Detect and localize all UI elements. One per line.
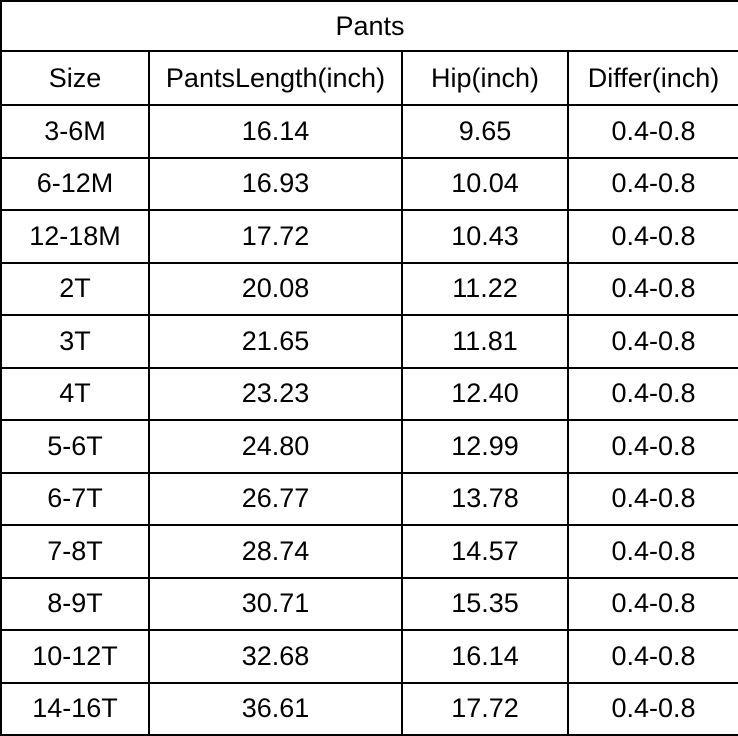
size-cell: 7-8T — [0, 524, 150, 579]
table-row: 4T 23.23 12.40 0.4-0.8 — [0, 366, 738, 421]
table-row: 10-12T 32.68 16.14 0.4-0.8 — [0, 629, 738, 684]
table-row: 14-16T 36.61 17.72 0.4-0.8 — [0, 681, 738, 736]
size-cell: 3-6M — [0, 104, 150, 159]
column-header-differ: Differ(inch) — [566, 50, 738, 106]
hip-cell: 11.81 — [401, 314, 569, 369]
table-title-row: Pants — [0, 0, 738, 52]
pants-length-cell: 17.72 — [148, 209, 403, 264]
hip-cell: 10.43 — [401, 209, 569, 264]
table-title: Pants — [0, 0, 738, 52]
differ-cell: 0.4-0.8 — [566, 419, 738, 474]
differ-cell: 0.4-0.8 — [566, 156, 738, 211]
column-header-hip: Hip(inch) — [401, 50, 569, 106]
size-cell: 14-16T — [0, 681, 150, 736]
table-row: 6-7T 26.77 13.78 0.4-0.8 — [0, 471, 738, 526]
pants-length-cell: 32.68 — [148, 629, 403, 684]
differ-cell: 0.4-0.8 — [566, 524, 738, 579]
differ-cell: 0.4-0.8 — [566, 366, 738, 421]
hip-cell: 14.57 — [401, 524, 569, 579]
table-row: 7-8T 28.74 14.57 0.4-0.8 — [0, 524, 738, 579]
hip-cell: 11.22 — [401, 261, 569, 316]
pants-length-cell: 16.14 — [148, 104, 403, 159]
differ-cell: 0.4-0.8 — [566, 471, 738, 526]
column-header-size: Size — [0, 50, 150, 106]
pants-length-cell: 36.61 — [148, 681, 403, 736]
table-row: 3T 21.65 11.81 0.4-0.8 — [0, 314, 738, 369]
table-row: 8-9T 30.71 15.35 0.4-0.8 — [0, 576, 738, 631]
pants-length-cell: 26.77 — [148, 471, 403, 526]
size-cell: 6-12M — [0, 156, 150, 211]
hip-cell: 16.14 — [401, 629, 569, 684]
pants-length-cell: 21.65 — [148, 314, 403, 369]
table-row: 12-18M 17.72 10.43 0.4-0.8 — [0, 209, 738, 264]
differ-cell: 0.4-0.8 — [566, 629, 738, 684]
hip-cell: 13.78 — [401, 471, 569, 526]
pants-length-cell: 24.80 — [148, 419, 403, 474]
size-cell: 3T — [0, 314, 150, 369]
hip-cell: 10.04 — [401, 156, 569, 211]
size-cell: 4T — [0, 366, 150, 421]
pants-length-cell: 28.74 — [148, 524, 403, 579]
hip-cell: 15.35 — [401, 576, 569, 631]
size-cell: 2T — [0, 261, 150, 316]
size-cell: 12-18M — [0, 209, 150, 264]
size-cell: 8-9T — [0, 576, 150, 631]
table-row: 2T 20.08 11.22 0.4-0.8 — [0, 261, 738, 316]
hip-cell: 12.99 — [401, 419, 569, 474]
differ-cell: 0.4-0.8 — [566, 261, 738, 316]
hip-cell: 9.65 — [401, 104, 569, 159]
differ-cell: 0.4-0.8 — [566, 314, 738, 369]
table-row: 3-6M 16.14 9.65 0.4-0.8 — [0, 104, 738, 159]
table-row: 5-6T 24.80 12.99 0.4-0.8 — [0, 419, 738, 474]
size-cell: 5-6T — [0, 419, 150, 474]
size-cell: 10-12T — [0, 629, 150, 684]
differ-cell: 0.4-0.8 — [566, 681, 738, 736]
pants-length-cell: 23.23 — [148, 366, 403, 421]
size-cell: 6-7T — [0, 471, 150, 526]
table-row: 6-12M 16.93 10.04 0.4-0.8 — [0, 156, 738, 211]
hip-cell: 17.72 — [401, 681, 569, 736]
table-header-row: Size PantsLength(inch) Hip(inch) Differ(… — [0, 50, 738, 106]
hip-cell: 12.40 — [401, 366, 569, 421]
pants-length-cell: 30.71 — [148, 576, 403, 631]
differ-cell: 0.4-0.8 — [566, 576, 738, 631]
differ-cell: 0.4-0.8 — [566, 104, 738, 159]
pants-length-cell: 16.93 — [148, 156, 403, 211]
column-header-pantslength: PantsLength(inch) — [148, 50, 403, 106]
pants-length-cell: 20.08 — [148, 261, 403, 316]
differ-cell: 0.4-0.8 — [566, 209, 738, 264]
